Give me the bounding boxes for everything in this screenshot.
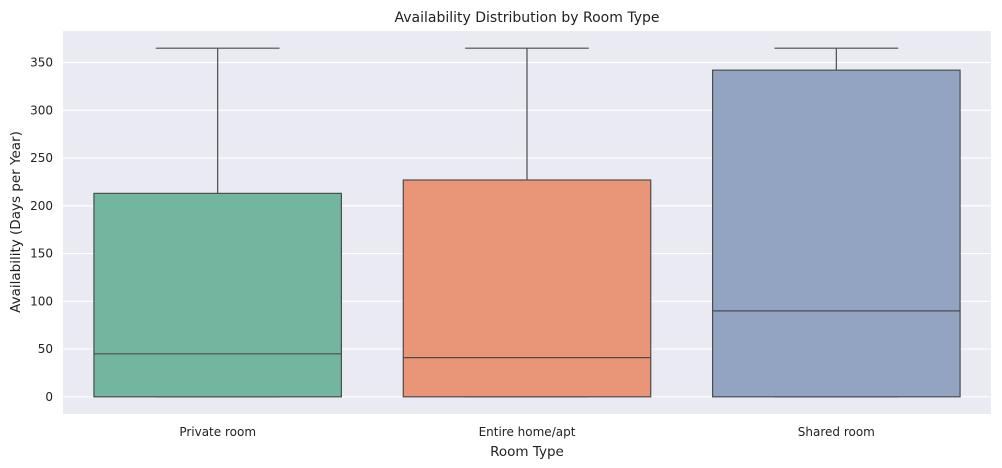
x-tick-label: Shared room: [798, 425, 875, 439]
y-tick-labels: 0 50 100 150 200 250 300 350: [30, 56, 53, 404]
y-tick-label: 50: [38, 342, 53, 356]
box: [711, 69, 961, 398]
x-tick-labels: Private room Entire home/apt Shared room: [179, 425, 875, 439]
chart-title: Availability Distribution by Room Type: [395, 10, 660, 26]
y-axis-title: Availability (Days per Year): [8, 131, 24, 313]
y-tick-label: 250: [30, 151, 53, 165]
box-group: [93, 47, 342, 398]
y-tick-label: 350: [30, 56, 53, 70]
y-tick-label: 200: [30, 199, 53, 213]
x-tick-label: Entire home/apt: [479, 425, 576, 439]
y-tick-label: 300: [30, 103, 53, 117]
box: [402, 179, 652, 398]
x-axis-title: Room Type: [490, 444, 564, 460]
boxes: [93, 47, 961, 398]
y-tick-label: 150: [30, 247, 53, 261]
y-tick-label: 100: [30, 294, 53, 308]
box: [93, 192, 342, 398]
box-group: [711, 47, 961, 398]
box-group: [402, 47, 652, 398]
y-tick-label: 0: [45, 390, 53, 404]
x-tick-label: Private room: [179, 425, 256, 439]
